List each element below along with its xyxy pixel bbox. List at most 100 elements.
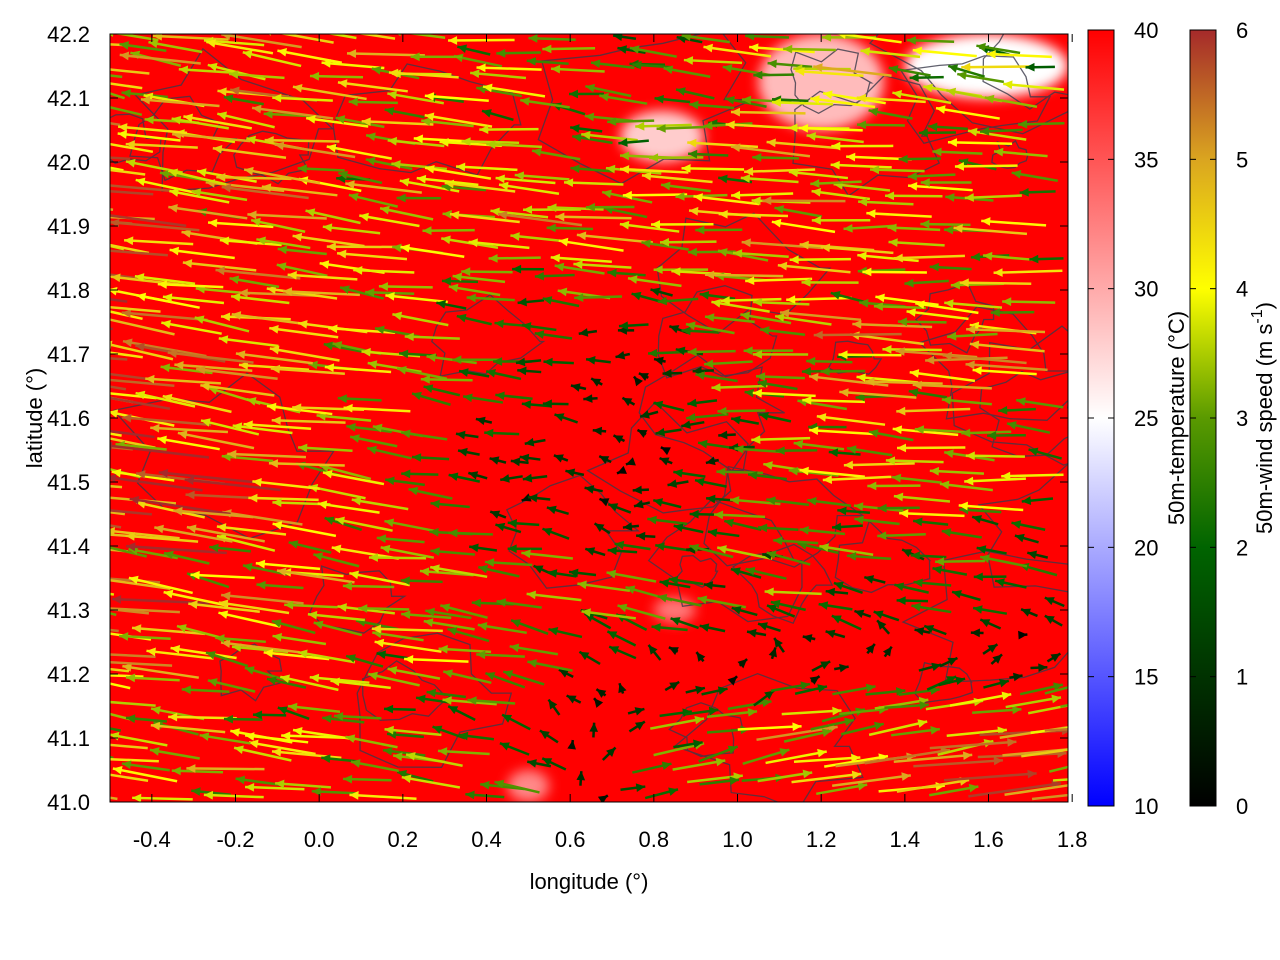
wind-arrow — [632, 761, 672, 774]
wind-arrow-head — [675, 192, 685, 201]
wind-arrow-shaft — [972, 368, 1037, 376]
wind-arrow-head — [923, 83, 933, 93]
wind-arrow-head — [471, 598, 481, 608]
wind-arrow — [742, 748, 790, 766]
wind-arrow — [768, 647, 777, 660]
wind-arrow — [423, 618, 475, 631]
wind-arrow — [465, 790, 505, 800]
wind-arrow — [509, 643, 559, 656]
wind-arrow — [802, 634, 816, 643]
wind-arrow — [247, 210, 327, 220]
wind-arrow — [461, 267, 513, 276]
wind-arrow — [1018, 119, 1065, 129]
wind-arrow-head — [1025, 62, 1035, 72]
wind-arrow-head — [635, 121, 645, 131]
wind-arrow-shaft — [110, 743, 148, 750]
wind-arrow-head — [73, 75, 83, 84]
wind-arrow — [126, 542, 227, 555]
wind-arrow — [486, 140, 543, 149]
wind-arrow — [651, 623, 688, 632]
wind-arrow — [578, 328, 598, 337]
wind-arrow-head — [558, 669, 569, 678]
wind-arrow-head — [411, 453, 422, 462]
wind-arrow-head — [873, 610, 884, 619]
wind-arrow-head — [110, 315, 111, 316]
wind-arrow-head — [110, 218, 120, 228]
wind-arrow-head — [689, 509, 699, 519]
wind-arrow — [335, 115, 385, 129]
wind-arrow — [452, 272, 506, 284]
wind-arrow-head — [895, 687, 906, 696]
wind-arrow — [620, 783, 646, 793]
wind-arrow — [798, 123, 863, 133]
wind-arrow-head — [786, 295, 796, 304]
wind-arrow — [168, 203, 248, 220]
wind-arrow-shaft — [966, 327, 1046, 334]
wind-arrow — [110, 712, 131, 721]
wind-arrow-head — [607, 631, 618, 640]
wind-arrow — [882, 345, 942, 354]
wind-arrow-head — [305, 208, 316, 217]
wind-arrow-head — [1044, 615, 1055, 624]
wind-arrow — [898, 154, 941, 164]
wind-arrow-head — [244, 166, 254, 176]
wind-arrow-shaft — [110, 682, 131, 690]
wind-arrow-shaft — [811, 189, 871, 201]
wind-arrow-head — [851, 770, 862, 780]
wind-arrow-head — [122, 338, 133, 348]
wind-arrow-shaft — [896, 446, 966, 450]
wind-arrow-shaft — [964, 194, 1022, 200]
wind-arrow-head — [319, 260, 330, 269]
wind-arrow-head — [203, 790, 214, 800]
wind-arrow — [868, 429, 914, 442]
wind-arrow — [694, 477, 727, 488]
wind-arrow-head — [789, 255, 799, 265]
wind-arrow-head — [581, 608, 591, 617]
wind-arrow-head — [607, 546, 617, 556]
wind-arrow-head — [613, 435, 624, 444]
wind-arrow-head — [110, 286, 118, 296]
wind-arrow-shaft — [218, 611, 281, 628]
wind-arrow-head — [467, 696, 477, 705]
wind-arrow-head — [507, 519, 517, 528]
wind-arrow-shaft — [110, 773, 149, 782]
wind-arrow-head — [618, 138, 628, 147]
wind-arrow-head — [163, 589, 174, 599]
wind-arrow-head — [681, 420, 691, 429]
wind-arrow-head — [617, 45, 628, 54]
wind-arrow-head — [521, 493, 532, 502]
wind-arrow — [808, 373, 889, 387]
wind-arrow-head — [899, 509, 909, 518]
wind-arrow-head — [466, 293, 476, 303]
wind-arrow-head — [416, 174, 427, 184]
wind-arrow — [1004, 784, 1068, 796]
wind-arrow-shaft — [157, 282, 224, 289]
wind-arrow-head — [86, 137, 96, 146]
wind-arrow-head — [591, 378, 602, 387]
wind-arrow — [457, 447, 480, 457]
wind-arrow-head — [346, 654, 356, 663]
wind-arrow-shaft — [247, 213, 327, 220]
wind-arrow — [839, 388, 917, 399]
wind-arrow-head — [220, 312, 231, 322]
wind-arrow — [625, 457, 636, 466]
wind-arrow-head — [413, 134, 423, 144]
wind-arrow-head — [400, 576, 410, 586]
wind-arrow — [484, 428, 520, 438]
wind-arrow-head — [698, 439, 708, 449]
wind-arrow-head — [184, 476, 195, 485]
wind-arrow — [983, 678, 1010, 689]
wind-arrow — [499, 741, 530, 756]
wind-arrow-head — [343, 403, 353, 413]
wind-arrow-shaft — [741, 240, 824, 250]
wind-arrow — [337, 394, 382, 403]
wind-arrow-head — [277, 245, 288, 255]
wind-arrow-head — [909, 369, 920, 378]
wind-arrow — [149, 747, 200, 760]
wind-arrow-head — [277, 706, 288, 715]
cool-temperature-patch — [653, 597, 696, 623]
wind-arrow-head — [99, 493, 108, 502]
wind-arrow — [1020, 608, 1038, 618]
wind-arrow — [621, 396, 636, 407]
wind-arrow-head — [633, 499, 644, 509]
